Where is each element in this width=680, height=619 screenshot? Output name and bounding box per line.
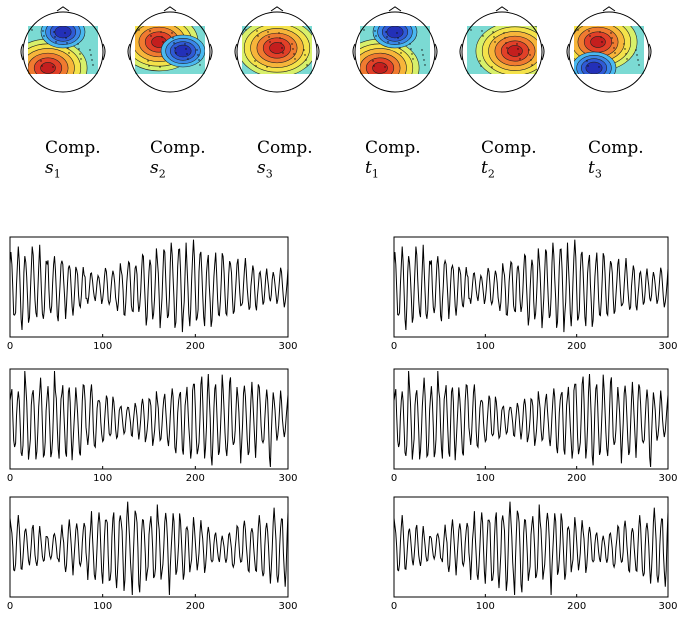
x-tick-label: 300 bbox=[278, 473, 297, 484]
component-label-s1: Comp. s1 bbox=[45, 138, 101, 184]
component-subscript: 3 bbox=[594, 167, 602, 181]
component-label-t2: Comp. t2 bbox=[481, 138, 537, 184]
timeseries-plot-s1: 0 100 200 300 bbox=[7, 236, 298, 352]
x-tick-label: 300 bbox=[278, 341, 297, 352]
component-symbol: t bbox=[365, 158, 372, 178]
component-subscript: 2 bbox=[487, 167, 495, 181]
timeseries-plot-t1: 0 100 200 300 bbox=[391, 236, 678, 352]
component-subscript: 3 bbox=[265, 167, 273, 181]
component-subscript: 2 bbox=[158, 167, 166, 181]
component-symbol: s bbox=[257, 158, 266, 178]
component-word: Comp. bbox=[481, 138, 537, 158]
x-tick-label: 0 bbox=[7, 601, 13, 612]
x-tick-label: 200 bbox=[567, 601, 586, 612]
component-word: Comp. bbox=[588, 138, 644, 158]
component-label-t1: Comp. t1 bbox=[365, 138, 421, 184]
x-tick-label: 100 bbox=[93, 341, 112, 352]
x-tick-label: 0 bbox=[391, 473, 397, 484]
component-subscript: 1 bbox=[371, 167, 379, 181]
component-label-t3: Comp. t3 bbox=[588, 138, 644, 184]
timeseries-plot-s3: 0 100 200 300 bbox=[7, 496, 298, 612]
timeseries-plot-t2: 0 100 200 300 bbox=[391, 368, 678, 484]
component-symbol: t bbox=[481, 158, 488, 178]
timeseries-plot-s2: 0 100 200 300 bbox=[7, 368, 298, 484]
x-tick-label: 0 bbox=[7, 473, 13, 484]
component-word: Comp. bbox=[45, 138, 101, 158]
component-subscript: 1 bbox=[53, 167, 61, 181]
component-word: Comp. bbox=[150, 138, 206, 158]
scalp-map-s2 bbox=[127, 6, 213, 93]
timeseries-plot-t3: 0 100 200 300 bbox=[391, 496, 678, 612]
scalp-map-t3 bbox=[566, 6, 652, 93]
x-tick-label: 100 bbox=[93, 473, 112, 484]
component-symbol: s bbox=[150, 158, 159, 178]
x-tick-label: 300 bbox=[658, 473, 677, 484]
x-tick-label: 0 bbox=[7, 341, 13, 352]
x-tick-label: 200 bbox=[186, 473, 205, 484]
x-tick-label: 100 bbox=[476, 473, 495, 484]
scalp-map-t2 bbox=[459, 6, 545, 93]
component-label-s3: Comp. s3 bbox=[257, 138, 313, 184]
x-tick-label: 0 bbox=[391, 601, 397, 612]
x-tick-label: 0 bbox=[391, 341, 397, 352]
x-tick-label: 100 bbox=[93, 601, 112, 612]
component-label-s2: Comp. s2 bbox=[150, 138, 206, 184]
component-word: Comp. bbox=[365, 138, 421, 158]
scalp-map-s3 bbox=[234, 6, 320, 93]
x-tick-label: 200 bbox=[567, 473, 586, 484]
x-tick-label: 200 bbox=[186, 341, 205, 352]
scalp-map-t1 bbox=[352, 6, 438, 93]
component-symbol: s bbox=[45, 158, 54, 178]
x-tick-label: 200 bbox=[567, 341, 586, 352]
component-symbol: t bbox=[588, 158, 595, 178]
component-word: Comp. bbox=[257, 138, 313, 158]
x-tick-label: 200 bbox=[186, 601, 205, 612]
x-tick-label: 300 bbox=[658, 601, 677, 612]
x-tick-label: 300 bbox=[278, 601, 297, 612]
scalp-map-s1 bbox=[20, 6, 106, 93]
x-tick-label: 100 bbox=[476, 341, 495, 352]
x-tick-label: 100 bbox=[476, 601, 495, 612]
x-tick-label: 300 bbox=[658, 341, 677, 352]
